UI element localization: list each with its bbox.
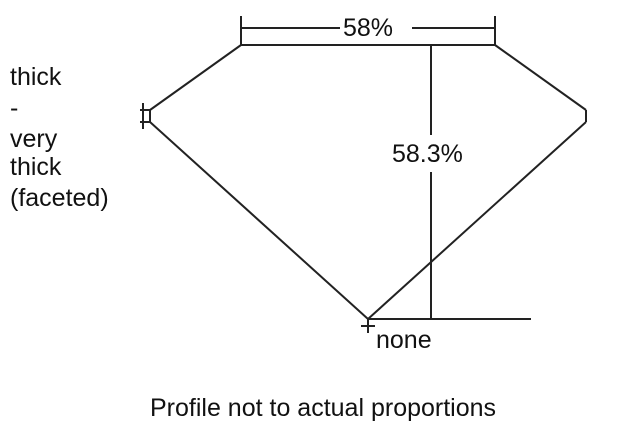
girdle-label-line: thick (10, 153, 62, 181)
depth-percent-label: 58.3% (392, 140, 463, 168)
pavilion-right (367, 121, 587, 320)
table-percent-label: 58% (343, 14, 394, 42)
caption: Profile not to actual proportions (150, 394, 497, 422)
girdle-label-line: - (10, 94, 19, 122)
crown-left (149, 44, 242, 111)
pavilion-left (149, 121, 369, 320)
crown-right (494, 44, 587, 111)
girdle-label-line: very (10, 125, 58, 153)
girdle-thickness-label: thick - very thick (faceted) (10, 62, 109, 214)
culet-label: none (376, 326, 432, 354)
girdle-label-line: (faceted) (10, 184, 109, 212)
girdle-label-line: thick (10, 63, 62, 91)
